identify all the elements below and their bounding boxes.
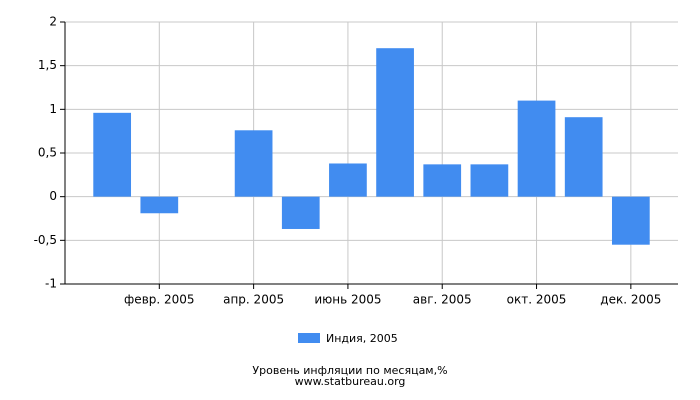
y-tick-label: 1,5	[38, 58, 57, 72]
legend-swatch	[298, 333, 320, 343]
bar	[281, 196, 320, 229]
bar	[517, 100, 556, 197]
bar	[140, 196, 179, 214]
y-tick-label: 2	[49, 15, 57, 29]
x-tick-label: февр. 2005	[124, 293, 195, 307]
x-tick-label: авг. 2005	[413, 293, 472, 307]
y-tick-label: 1	[49, 102, 57, 116]
y-tick-label: 0	[49, 189, 57, 203]
y-tick-label: 0,5	[38, 146, 57, 160]
x-tick-label: апр. 2005	[223, 293, 284, 307]
chart-subtitle: www.statbureau.org	[295, 375, 406, 388]
x-tick-label: июнь 2005	[314, 293, 381, 307]
y-tick-label: -1	[45, 277, 57, 291]
bar	[423, 164, 462, 197]
bar	[564, 117, 603, 197]
x-tick-label: дек. 2005	[600, 293, 661, 307]
bar	[376, 48, 414, 197]
bar	[234, 130, 273, 197]
bar	[93, 112, 132, 197]
legend-label: Индия, 2005	[326, 332, 398, 345]
x-tick-label: окт. 2005	[507, 293, 567, 307]
bar	[470, 164, 509, 197]
chart-title: Уровень инфляции по месяцам,%	[252, 364, 447, 377]
y-tick-label: -0,5	[34, 233, 57, 247]
bar	[329, 163, 367, 197]
bar	[611, 196, 650, 245]
